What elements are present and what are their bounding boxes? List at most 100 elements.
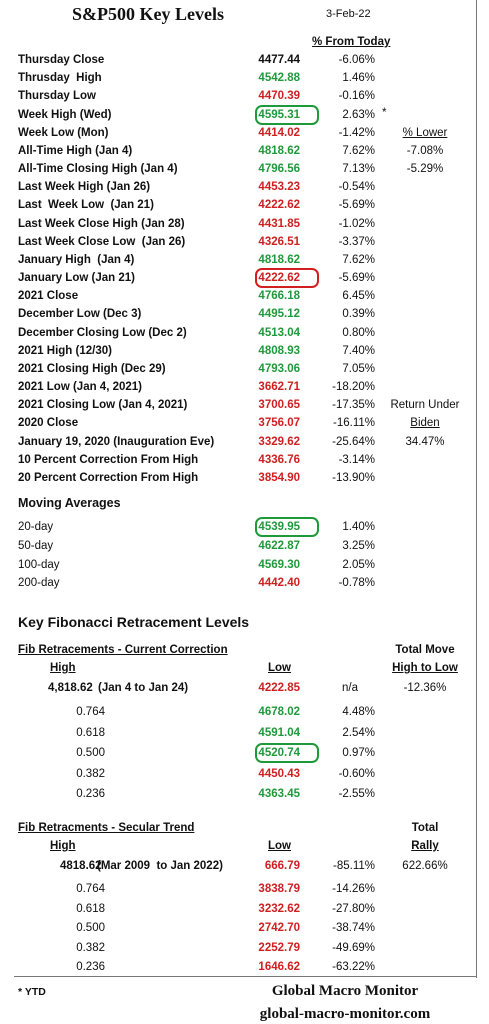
pct-change: -6.06% bbox=[338, 54, 375, 66]
level-value: 3700.65 bbox=[258, 399, 300, 412]
row-label: Last Week Close High (Jan 28) bbox=[18, 217, 185, 230]
row-label: January 19, 2020 (Inauguration Eve) bbox=[18, 435, 215, 448]
level-value: 4414.02 bbox=[258, 126, 300, 139]
high-header: High bbox=[50, 840, 76, 852]
column-header: % From Today bbox=[312, 36, 391, 48]
level-value: 4453.23 bbox=[258, 181, 300, 194]
total-header: Total Move bbox=[395, 644, 455, 656]
row-label: 2021 Close bbox=[18, 290, 79, 303]
date: 3-Feb-22 bbox=[326, 8, 371, 20]
pct-change: 1.46% bbox=[342, 72, 375, 85]
fib-value: 4450.43 bbox=[258, 767, 300, 780]
fib-change: -0.60% bbox=[338, 767, 375, 780]
base-total: -12.36% bbox=[403, 682, 447, 694]
fib-value: 2742.70 bbox=[258, 922, 300, 934]
pct-change: -5.69% bbox=[338, 199, 375, 212]
fib-value: 4363.45 bbox=[258, 788, 300, 800]
fib-ratio: 0.764 bbox=[76, 706, 105, 718]
level-value: 3756.07 bbox=[258, 417, 300, 430]
fib-change: 0.97% bbox=[342, 747, 375, 759]
right-border bbox=[476, 0, 477, 978]
base-low: 4222.85 bbox=[258, 682, 300, 694]
base-total: 622.66% bbox=[402, 860, 448, 872]
fib-ratio: 0.500 bbox=[76, 922, 105, 934]
pct-change: -16.11% bbox=[333, 417, 375, 430]
title: S&P500 Key Levels bbox=[72, 4, 224, 24]
total-subheader: Rally bbox=[411, 840, 439, 852]
fib-value: 4591.04 bbox=[258, 726, 300, 739]
fib-ratio: 0.236 bbox=[76, 788, 105, 800]
base-change: -85.11% bbox=[333, 860, 375, 872]
fib-section-title: Fib Retracements - Current Correction bbox=[18, 644, 228, 656]
fib-value: 3232.62 bbox=[258, 902, 300, 915]
level-value: 4477.44 bbox=[258, 54, 300, 66]
fib-ratio: 0.764 bbox=[76, 883, 105, 895]
level-value: 4222.62 bbox=[258, 272, 300, 285]
total-subheader: High to Low bbox=[392, 662, 458, 674]
side-note: -7.08% bbox=[406, 144, 444, 157]
pct-change: 2.63% bbox=[342, 108, 375, 121]
row-label: 2020 Close bbox=[18, 417, 79, 430]
pct-change: 3.25% bbox=[342, 539, 375, 552]
section-title: Key Fibonacci Retracement Levels bbox=[18, 614, 250, 630]
row-label: 2021 Closing High (Dec 29) bbox=[18, 362, 166, 375]
pct-change: 7.62% bbox=[342, 253, 375, 266]
level-value: 4766.18 bbox=[258, 290, 300, 303]
footnote: * YTD bbox=[18, 986, 46, 998]
fib-value: 1646.62 bbox=[258, 961, 300, 973]
base-high: 4,818.62 bbox=[48, 682, 93, 694]
footer-rule bbox=[14, 976, 476, 977]
level-value: 4326.51 bbox=[258, 235, 300, 248]
fib-ratio: 0.236 bbox=[76, 961, 105, 973]
fib-change: -49.69% bbox=[332, 941, 375, 954]
level-value: 4542.88 bbox=[258, 72, 300, 85]
level-value: 4495.12 bbox=[258, 308, 300, 321]
level-value: 4431.85 bbox=[258, 217, 300, 230]
row-label: 50-day bbox=[18, 539, 54, 552]
row-label: Thursday Close bbox=[18, 54, 105, 66]
fib-ratio: 0.382 bbox=[76, 767, 105, 780]
level-value: 4793.06 bbox=[258, 362, 300, 375]
pct-change: -0.78% bbox=[338, 577, 375, 590]
row-label: Last Week High (Jan 26) bbox=[18, 181, 151, 194]
side-note: -5.29% bbox=[406, 163, 444, 176]
fib-change: -38.74% bbox=[332, 922, 375, 934]
pct-change: -25.64% bbox=[332, 435, 375, 448]
pct-change: 7.13% bbox=[342, 163, 375, 176]
pct-change: 0.80% bbox=[342, 326, 375, 339]
level-value: 4470.39 bbox=[258, 90, 300, 103]
row-label: All-Time High (Jan 4) bbox=[18, 144, 133, 157]
note-mark: * bbox=[382, 106, 387, 119]
pct-change: -1.42% bbox=[338, 126, 375, 139]
level-value: 4796.56 bbox=[258, 163, 300, 176]
fib-value: 3838.79 bbox=[258, 883, 300, 895]
level-value: 4569.30 bbox=[258, 558, 300, 571]
pct-change: -1.02% bbox=[338, 217, 375, 230]
side-note: % Lower bbox=[402, 126, 448, 139]
fib-ratio: 0.500 bbox=[76, 747, 105, 759]
fib-change: 2.54% bbox=[342, 726, 375, 739]
base-change: n/a bbox=[342, 682, 358, 694]
row-label: January Low (Jan 21) bbox=[18, 272, 135, 285]
row-label: 20 Percent Correction From High bbox=[18, 471, 199, 484]
pct-change: 2.05% bbox=[342, 558, 375, 571]
row-label: December Low (Dec 3) bbox=[18, 308, 142, 321]
high-header: High bbox=[50, 662, 76, 674]
highlight-ring bbox=[255, 268, 319, 289]
level-value: 4336.76 bbox=[258, 453, 300, 466]
row-label: Week High (Wed) bbox=[18, 108, 112, 121]
pct-change: -3.37% bbox=[338, 235, 375, 248]
row-label: 2021 Closing Low (Jan 4, 2021) bbox=[18, 399, 188, 412]
pct-change: -3.14% bbox=[338, 453, 375, 466]
pct-change: 1.40% bbox=[342, 521, 375, 533]
pct-change: 6.45% bbox=[342, 290, 375, 303]
pct-change: -0.16% bbox=[338, 90, 375, 103]
level-value: 4818.62 bbox=[258, 253, 300, 266]
row-label: 100-day bbox=[18, 558, 60, 571]
fib-change: -2.55% bbox=[338, 788, 375, 800]
pct-change: -18.20% bbox=[332, 381, 375, 394]
pct-change: -17.35% bbox=[332, 399, 375, 412]
fib-section-title: Fib Retracments - Secular Trend bbox=[18, 822, 195, 834]
level-value: 3329.62 bbox=[258, 435, 300, 448]
